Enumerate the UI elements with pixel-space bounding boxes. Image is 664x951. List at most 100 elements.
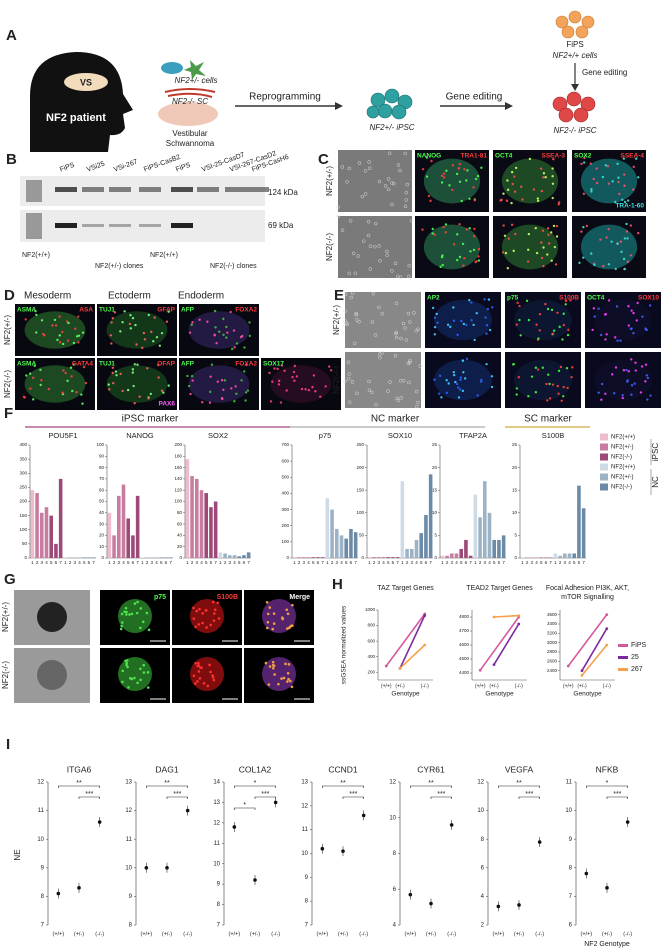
x-tick-label: 3 bbox=[118, 560, 121, 565]
bar bbox=[349, 528, 353, 558]
group-header: SC marker bbox=[524, 414, 572, 425]
cell bbox=[347, 271, 352, 276]
cell bbox=[485, 332, 488, 335]
cell bbox=[265, 626, 269, 630]
cell bbox=[223, 379, 227, 382]
x-tick-label: 2 bbox=[36, 560, 39, 565]
bar bbox=[419, 533, 424, 558]
stain-label: p75 bbox=[154, 594, 166, 601]
bar bbox=[223, 553, 227, 558]
x-tick-label: 7 bbox=[582, 560, 585, 565]
cell bbox=[209, 390, 212, 394]
cell bbox=[463, 377, 467, 380]
stain-label: ASA bbox=[79, 307, 93, 314]
bar bbox=[185, 459, 190, 558]
x-tick-label: 5 bbox=[460, 560, 463, 565]
chart-title: TEAD2 Target Genes bbox=[466, 585, 533, 592]
cell bbox=[580, 230, 583, 233]
cell bbox=[133, 676, 136, 680]
x-tick-label: 3 bbox=[229, 560, 232, 565]
cell bbox=[591, 328, 594, 332]
point bbox=[185, 808, 190, 813]
colony bbox=[188, 311, 250, 349]
cell bbox=[371, 291, 376, 296]
bar bbox=[424, 515, 428, 558]
cell bbox=[431, 306, 435, 310]
y-tick-label: 2800 bbox=[547, 649, 558, 654]
x-tick-label: 6 bbox=[317, 560, 320, 565]
cell bbox=[552, 157, 555, 161]
y-tick-label: 8 bbox=[305, 899, 309, 905]
y-tick-label: 9 bbox=[569, 837, 573, 843]
cell bbox=[632, 331, 635, 335]
x-tick-label: 4 bbox=[455, 560, 458, 565]
y-tick-label: 4800 bbox=[459, 614, 470, 619]
cell bbox=[465, 357, 469, 361]
cell bbox=[119, 627, 123, 631]
bar bbox=[381, 557, 386, 558]
significance-label: *** bbox=[85, 791, 93, 798]
cell bbox=[111, 317, 114, 320]
cell bbox=[403, 204, 408, 209]
cell bbox=[47, 387, 51, 391]
cell bbox=[142, 663, 146, 667]
y-tick-label: 6 bbox=[481, 865, 485, 871]
cell bbox=[277, 383, 281, 386]
colony bbox=[434, 359, 492, 401]
point bbox=[232, 825, 237, 829]
point bbox=[537, 840, 542, 844]
cell bbox=[197, 661, 200, 665]
lane-label: FiPS bbox=[175, 162, 192, 174]
cell bbox=[544, 302, 547, 306]
stain-label: S100B bbox=[217, 594, 238, 601]
cell bbox=[287, 663, 291, 666]
x-tick-label: 6 bbox=[165, 560, 168, 565]
point bbox=[423, 643, 427, 647]
cell bbox=[286, 612, 290, 616]
legend-label: FiPS bbox=[631, 642, 647, 649]
cell bbox=[617, 176, 620, 179]
cell bbox=[456, 258, 459, 262]
cell bbox=[51, 324, 54, 327]
stain-label: FOXA2 bbox=[235, 307, 257, 314]
x-tick-label: 6 bbox=[350, 560, 353, 565]
cell bbox=[613, 392, 616, 395]
significance-bracket bbox=[606, 796, 628, 799]
bar bbox=[501, 535, 506, 558]
x-tick-label: 6 bbox=[392, 560, 395, 565]
x-tick-label: 7 bbox=[92, 560, 95, 565]
colony bbox=[501, 224, 559, 270]
cell bbox=[130, 612, 134, 616]
legend-label: NF2(-/-) bbox=[611, 455, 632, 461]
bar bbox=[82, 557, 87, 558]
cell bbox=[465, 228, 469, 231]
cell bbox=[58, 341, 62, 344]
cell bbox=[457, 396, 461, 399]
x-tick-label: (+/+) bbox=[405, 931, 417, 937]
cell bbox=[559, 365, 563, 369]
cell bbox=[604, 164, 608, 167]
cell bbox=[281, 617, 285, 621]
bar bbox=[135, 495, 140, 558]
cell bbox=[551, 182, 555, 185]
cell bbox=[599, 333, 603, 337]
row-label: NF2(+/-) bbox=[3, 315, 12, 345]
colony bbox=[106, 311, 168, 349]
cell bbox=[232, 329, 236, 332]
cell bbox=[367, 388, 372, 392]
cell-label: FiPS bbox=[566, 40, 583, 49]
x-tick-label: 1 bbox=[326, 560, 329, 565]
cell bbox=[197, 623, 201, 626]
cell bbox=[500, 198, 503, 202]
series-line bbox=[581, 628, 608, 672]
cell bbox=[485, 362, 488, 366]
cell bbox=[537, 337, 540, 340]
cell bbox=[35, 331, 38, 334]
cell bbox=[480, 166, 483, 170]
y-tick-label: 7 bbox=[305, 923, 309, 929]
cell bbox=[438, 374, 442, 377]
x-tick-label: (+/-) bbox=[74, 931, 84, 937]
cell bbox=[430, 159, 433, 163]
cell bbox=[632, 188, 635, 191]
x-tick-label: 3 bbox=[336, 560, 339, 565]
